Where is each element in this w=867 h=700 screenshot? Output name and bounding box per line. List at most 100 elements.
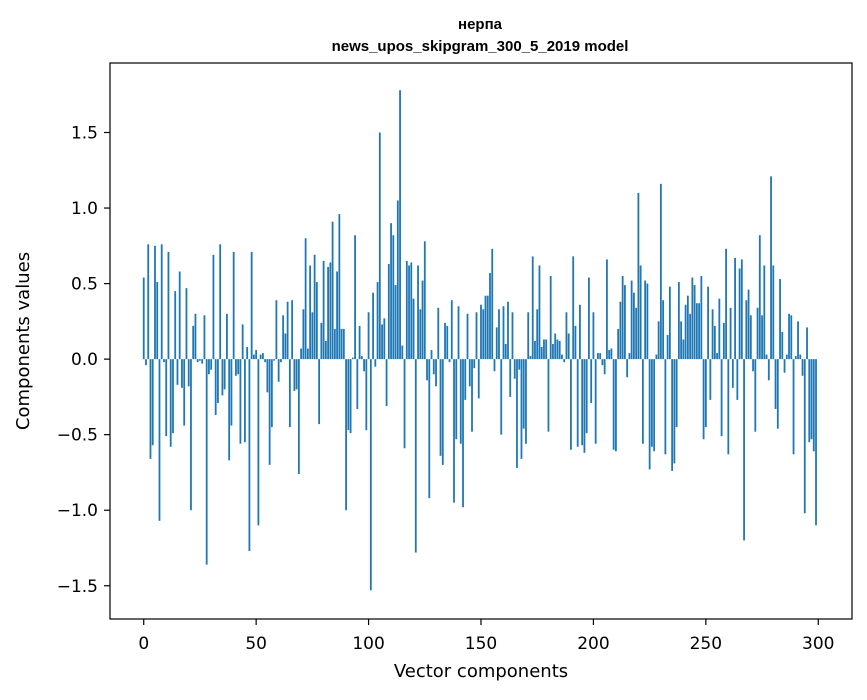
y-tick-label-2: −0.5	[57, 426, 98, 446]
bar-129	[432, 359, 435, 375]
bar-279	[770, 176, 772, 360]
bar-194	[579, 304, 581, 360]
bar-22	[192, 325, 195, 360]
bar-132	[439, 359, 442, 456]
bar-77	[315, 282, 318, 360]
bar-183	[554, 333, 557, 360]
bar-243	[689, 313, 692, 360]
bar-196	[583, 359, 586, 453]
y-tick-label-5: 1.0	[71, 199, 98, 219]
bar-268	[745, 300, 748, 360]
bar-66	[291, 300, 294, 360]
bar-89	[342, 328, 345, 360]
bar-208	[610, 348, 613, 360]
bar-33	[217, 359, 219, 403]
y-tick-label-6: 1.5	[71, 124, 98, 144]
bar-281	[774, 359, 777, 409]
bar-172	[529, 356, 532, 360]
bar-31	[212, 254, 215, 360]
bar-130	[435, 359, 437, 387]
bar-94	[354, 235, 356, 360]
bar-201	[594, 359, 597, 444]
y-axis-ticks: −1.5 −1.0 −0.5 0.0 0.5 1.0 1.5	[57, 124, 110, 597]
bar-55	[266, 359, 269, 393]
bar-0	[142, 277, 145, 360]
bar-198	[588, 277, 590, 360]
bar-236	[673, 359, 676, 464]
bar-182	[552, 344, 554, 360]
bar-28	[205, 359, 208, 565]
bar-173	[531, 256, 534, 360]
bar-110	[390, 223, 392, 360]
bar-72	[304, 238, 307, 360]
bar-69	[297, 359, 300, 474]
bar-158	[498, 309, 500, 360]
bar-254	[713, 325, 716, 360]
bar-7	[158, 359, 161, 521]
bar-17	[181, 359, 183, 388]
y-tick-label-1: −1.0	[57, 501, 98, 521]
bar-181	[549, 276, 552, 360]
bar-218	[633, 292, 635, 360]
bar-57	[270, 359, 273, 428]
bar-288	[790, 315, 793, 360]
bar-37	[226, 313, 228, 360]
bar-3	[149, 359, 152, 459]
bar-220	[637, 192, 640, 360]
bar-165	[513, 359, 516, 379]
bar-16	[178, 271, 181, 360]
bar-175	[536, 309, 539, 360]
bar-163	[509, 359, 512, 397]
bar-229	[657, 321, 660, 360]
bar-150	[480, 304, 482, 360]
bar-64	[286, 301, 289, 360]
bar-144	[466, 313, 469, 360]
bar-177	[540, 347, 543, 360]
y-tick-label-4: 0.5	[71, 275, 98, 295]
bar-234	[668, 286, 671, 360]
bar-121	[414, 359, 417, 553]
bar-45	[244, 359, 246, 443]
bar-39	[230, 359, 233, 426]
bar-205	[603, 359, 606, 375]
bar-291	[797, 321, 799, 360]
bar-237	[675, 359, 678, 428]
bar-152	[484, 295, 487, 360]
bar-247	[698, 303, 700, 360]
x-axis-label: Vector components	[394, 661, 568, 682]
x-axis-ticks: 0 50 100 150 200 250 300	[138, 619, 834, 654]
bar-277	[765, 354, 768, 360]
bar-286	[785, 354, 788, 360]
bar-101	[369, 359, 372, 591]
bar-250	[704, 359, 707, 428]
bar-44	[241, 324, 244, 360]
bar-38	[228, 359, 231, 461]
bar-65	[288, 359, 291, 428]
bar-20	[187, 359, 190, 387]
bar-102	[372, 292, 374, 360]
bar-5	[154, 245, 156, 360]
bar-100	[367, 312, 370, 360]
bar-83	[329, 262, 332, 360]
bar-298	[812, 359, 815, 452]
bar-203	[599, 353, 602, 360]
bar-161	[504, 344, 507, 360]
bar-14	[174, 291, 177, 360]
bar-200	[592, 312, 595, 360]
bar-61	[279, 359, 282, 363]
bar-53	[262, 353, 264, 360]
bar-276	[763, 265, 766, 360]
bar-8	[160, 244, 163, 360]
bar-157	[495, 327, 498, 360]
bar-35	[221, 359, 224, 396]
bar-266	[740, 259, 743, 360]
bar-197	[585, 359, 588, 434]
bar-104	[376, 282, 379, 360]
bar-138	[453, 359, 455, 503]
x-tick-label-300: 300	[802, 634, 834, 654]
bar-79	[320, 322, 323, 360]
bar-221	[639, 265, 642, 360]
bar-58	[273, 359, 276, 361]
bar-153	[486, 295, 489, 360]
